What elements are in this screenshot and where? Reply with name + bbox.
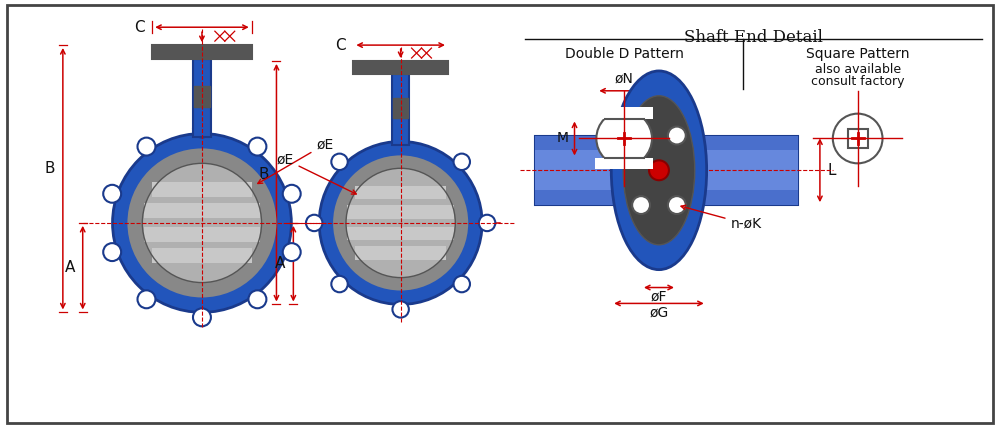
Circle shape — [392, 128, 409, 145]
Text: A: A — [64, 260, 75, 275]
Circle shape — [833, 114, 883, 163]
FancyBboxPatch shape — [535, 187, 798, 205]
FancyBboxPatch shape — [353, 61, 448, 74]
FancyBboxPatch shape — [535, 136, 798, 153]
Circle shape — [333, 155, 468, 291]
Text: B: B — [44, 161, 55, 176]
FancyBboxPatch shape — [347, 205, 454, 219]
Circle shape — [142, 163, 262, 282]
Circle shape — [392, 301, 409, 318]
Text: n-øK: n-øK — [681, 205, 762, 231]
FancyBboxPatch shape — [152, 45, 252, 59]
FancyBboxPatch shape — [7, 6, 993, 422]
FancyBboxPatch shape — [144, 227, 260, 242]
FancyBboxPatch shape — [355, 186, 446, 199]
Circle shape — [632, 127, 650, 145]
Text: A: A — [275, 256, 285, 271]
Text: B: B — [258, 167, 269, 182]
FancyBboxPatch shape — [152, 248, 252, 263]
FancyBboxPatch shape — [535, 150, 798, 190]
Circle shape — [346, 168, 455, 278]
Text: øE: øE — [276, 152, 356, 194]
Circle shape — [283, 243, 301, 261]
Circle shape — [331, 276, 348, 292]
Circle shape — [331, 154, 348, 170]
Text: C: C — [134, 20, 144, 35]
Text: C: C — [335, 38, 346, 53]
Circle shape — [138, 290, 155, 308]
Text: øF: øF — [651, 289, 667, 303]
Circle shape — [319, 142, 482, 304]
Circle shape — [193, 119, 211, 137]
Circle shape — [454, 276, 470, 292]
Text: M: M — [557, 131, 569, 146]
FancyBboxPatch shape — [535, 136, 798, 205]
FancyBboxPatch shape — [392, 74, 409, 146]
Circle shape — [454, 154, 470, 170]
Circle shape — [668, 127, 686, 145]
Ellipse shape — [611, 71, 707, 270]
Text: øG: øG — [649, 306, 669, 319]
Circle shape — [632, 196, 650, 214]
FancyBboxPatch shape — [595, 158, 653, 169]
Circle shape — [306, 215, 322, 231]
Circle shape — [127, 149, 276, 297]
Circle shape — [138, 138, 155, 155]
Circle shape — [479, 215, 495, 231]
Circle shape — [103, 243, 121, 261]
Circle shape — [248, 290, 266, 308]
Circle shape — [649, 160, 669, 180]
FancyBboxPatch shape — [355, 246, 446, 259]
FancyBboxPatch shape — [193, 59, 211, 137]
Text: Double D Pattern: Double D Pattern — [565, 47, 684, 61]
FancyBboxPatch shape — [194, 86, 210, 107]
Text: Square Pattern: Square Pattern — [806, 47, 909, 61]
Circle shape — [103, 185, 121, 203]
FancyBboxPatch shape — [347, 227, 454, 241]
Ellipse shape — [623, 96, 695, 245]
Circle shape — [283, 185, 301, 203]
FancyBboxPatch shape — [848, 128, 868, 149]
FancyBboxPatch shape — [393, 98, 408, 118]
Text: Shaft End Detail: Shaft End Detail — [684, 29, 823, 46]
Text: øE: øE — [258, 137, 333, 184]
Text: L: L — [828, 163, 836, 178]
Circle shape — [248, 138, 266, 155]
Circle shape — [113, 134, 291, 312]
FancyBboxPatch shape — [152, 182, 252, 197]
FancyBboxPatch shape — [595, 107, 653, 119]
FancyBboxPatch shape — [144, 203, 260, 218]
Circle shape — [668, 196, 686, 214]
Circle shape — [596, 111, 652, 166]
Text: also available: also available — [815, 63, 901, 76]
Text: øN: øN — [615, 72, 634, 86]
Circle shape — [193, 308, 211, 326]
Text: consult factory: consult factory — [811, 75, 904, 88]
